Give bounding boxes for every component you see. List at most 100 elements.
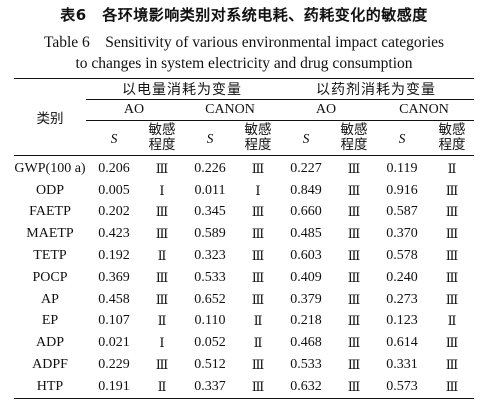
sensitivity-level: Ⅲ: [445, 335, 459, 351]
sensitivity-level: Ⅲ: [347, 160, 361, 176]
table-row: TETP 0.192 Ⅱ 0.323 Ⅲ 0.603 Ⅲ 0.578 Ⅲ: [14, 245, 474, 267]
sensitivity-level: Ⅱ: [142, 375, 182, 399]
sensitivity-level: Ⅲ: [251, 291, 265, 307]
sensitivity-level: Ⅰ: [159, 335, 165, 351]
sensitivity-level: Ⅲ: [155, 291, 169, 307]
method-header: CANON: [374, 99, 474, 121]
column-header-sensitivity-degree: 敏感 程度: [142, 120, 182, 156]
sensitivity-level: Ⅲ: [347, 291, 361, 307]
sensitivity-value: 0.273: [386, 291, 418, 307]
sensitivity-value: 0.423: [98, 226, 130, 242]
sensitivity-level: Ⅲ: [347, 269, 361, 285]
sensitivity-level: Ⅲ: [445, 269, 459, 285]
caption-english-line-2: to changes in system electricity and dru…: [75, 55, 413, 72]
sensitivity-value: 0.379: [290, 291, 322, 307]
column-header-sensitivity-degree: 敏感 程度: [334, 120, 374, 156]
category-header: 类别: [14, 78, 86, 156]
sensitivity-level: Ⅲ: [430, 375, 474, 399]
sensitivity-level: Ⅲ: [238, 375, 278, 399]
sensitivity-value: 0.240: [386, 269, 418, 285]
column-header-s: S: [374, 120, 430, 156]
sensitivity-value: 0.011: [194, 182, 226, 198]
sensitivity-value: 0.192: [98, 248, 130, 264]
sensitivity-value: 0.660: [290, 204, 322, 220]
method-header: AO: [86, 99, 182, 121]
sensitivity-value: 0.005: [98, 182, 130, 198]
sensitivity-level: Ⅱ: [253, 313, 263, 329]
sensitivity-value: 0.603: [290, 248, 322, 264]
sensitivity-level: Ⅱ: [157, 313, 167, 329]
sensitivity-value: 0.331: [386, 357, 418, 373]
sensitivity-level: Ⅲ: [155, 204, 169, 220]
column-header-sensitivity-degree: 敏感 程度: [238, 120, 278, 156]
sensitivity-table: 类别 以电量消耗为变量 以药剂消耗为变量 AO CANON AO CANON S…: [14, 78, 474, 399]
category-name: GWP(100 a): [14, 160, 86, 176]
sensitivity-value: 0.916: [386, 182, 418, 198]
sensitivity-value: 0.345: [194, 204, 226, 220]
sensitivity-value: 0.021: [98, 335, 130, 351]
sensitivity-value: 0.849: [290, 182, 322, 198]
sensitivity-value: 0.468: [290, 335, 322, 351]
column-subheader-row: S 敏感 程度 S 敏感 程度 S 敏感 程度 S 敏感 程度: [14, 120, 474, 156]
column-header-sensitivity-degree: 敏感 程度: [430, 120, 474, 156]
sensitivity-value: 0.206: [98, 160, 130, 176]
sensitivity-level: Ⅲ: [347, 313, 361, 329]
category-name: ODP: [35, 182, 64, 198]
sensitivity-value: 0.458: [98, 291, 130, 307]
table-row: FAETP 0.202 Ⅲ 0.345 Ⅲ 0.660 Ⅲ 0.587 Ⅲ: [14, 202, 474, 224]
sensitivity-value: 0.323: [194, 248, 226, 264]
table-caption-english: Table 6 Sensitivity of various environme…: [0, 32, 488, 74]
category-name: ADPF: [32, 357, 68, 373]
sensitivity-level: Ⅲ: [251, 248, 265, 264]
sensitivity-level: Ⅲ: [251, 357, 265, 373]
method-header: CANON: [182, 99, 278, 121]
sensitivity-value: 0.218: [290, 313, 322, 329]
sensitivity-value: 0.485: [290, 226, 322, 242]
sensitivity-level: Ⅲ: [155, 226, 169, 242]
column-header-s: S: [182, 120, 238, 156]
sensitivity-level: Ⅲ: [445, 226, 459, 242]
category-name: MAETP: [26, 226, 74, 242]
sensitivity-value: 0.632: [278, 375, 334, 399]
sensitivity-level: Ⅲ: [251, 160, 265, 176]
sensitivity-value: 0.578: [386, 248, 418, 264]
table-row: ODP 0.005 Ⅰ 0.011 Ⅰ 0.849 Ⅲ 0.916 Ⅲ: [14, 180, 474, 202]
sensitivity-level: Ⅲ: [155, 269, 169, 285]
sensitivity-value: 0.533: [290, 357, 322, 373]
sensitivity-value: 0.107: [98, 313, 130, 329]
sensitivity-level: Ⅰ: [159, 182, 165, 198]
table-row: GWP(100 a) 0.206 Ⅲ 0.226 Ⅲ 0.227 Ⅲ 0.119 Ⅱ: [14, 156, 474, 180]
column-header-s: S: [86, 120, 142, 156]
sensitivity-value: 0.589: [194, 226, 226, 242]
sensitivity-value: 0.110: [194, 313, 226, 329]
sensitivity-value: 0.337: [182, 375, 238, 399]
sensitivity-value: 0.191: [86, 375, 142, 399]
sensitivity-value: 0.370: [386, 226, 418, 242]
sensitivity-level: Ⅲ: [347, 335, 361, 351]
column-header-s: S: [278, 120, 334, 156]
sensitivity-level: Ⅲ: [347, 204, 361, 220]
sensitivity-level: Ⅱ: [253, 335, 263, 351]
sensitivity-value: 0.227: [290, 160, 322, 176]
table-row: AP 0.458 Ⅲ 0.652 Ⅲ 0.379 Ⅲ 0.273 Ⅲ: [14, 289, 474, 311]
table-row: ADP 0.021 Ⅰ 0.052 Ⅱ 0.468 Ⅲ 0.614 Ⅲ: [14, 332, 474, 354]
sensitivity-value: 0.123: [386, 313, 418, 329]
sensitivity-level: Ⅲ: [445, 357, 459, 373]
sensitivity-value: 0.573: [374, 375, 430, 399]
sensitivity-level: Ⅲ: [334, 375, 374, 399]
sensitivity-value: 0.652: [194, 291, 226, 307]
category-name: ADP: [35, 335, 64, 351]
sensitivity-value: 0.409: [290, 269, 322, 285]
table-row: HTP 0.191 Ⅱ 0.337 Ⅲ 0.632 Ⅲ 0.573 Ⅲ: [14, 375, 474, 399]
sensitivity-value: 0.119: [386, 160, 418, 176]
sensitivity-value: 0.614: [386, 335, 418, 351]
sensitivity-value: 0.202: [98, 204, 130, 220]
group-header-drug: 以药剂消耗为变量: [278, 78, 474, 100]
sensitivity-level: Ⅲ: [251, 204, 265, 220]
category-name: TETP: [33, 248, 67, 264]
sensitivity-value: 0.512: [194, 357, 226, 373]
sensitivity-level: Ⅱ: [447, 160, 457, 176]
sensitivity-level: Ⅲ: [445, 291, 459, 307]
sensitivity-value: 0.226: [194, 160, 226, 176]
